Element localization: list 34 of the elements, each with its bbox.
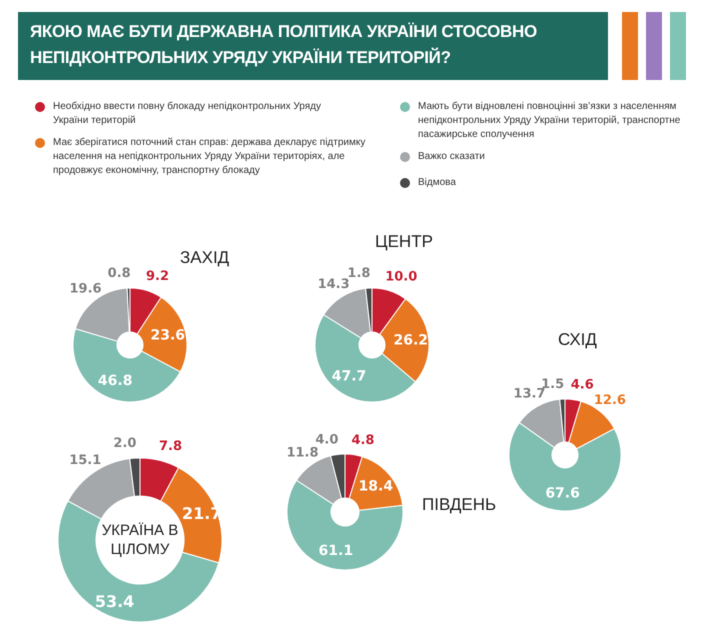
- data-label: 4.6: [570, 378, 594, 393]
- data-label: 4.8: [351, 432, 374, 448]
- data-label: 15.1: [69, 452, 102, 468]
- legend-label: Має зберігатися поточний стан справ: держава декларує підтримку населення на непідконтрольних Уряду України територіях, але продовжує економічну, транспортну блокаду: [52, 136, 366, 178]
- data-label: 1.8: [347, 266, 370, 282]
- text: ПІВДЕНЬ: [422, 495, 496, 515]
- data-label: 2.0: [113, 436, 136, 452]
- legend-label: Мають бути відновлені повноцінні зв’язки з населенням непідконтрольних Уряду України територій, транспортне пасажирське сполучення: [417, 100, 682, 142]
- data-label: 0.8: [108, 266, 131, 282]
- data-label: 11.8: [286, 446, 319, 461]
- legend-label: Відмова: [417, 176, 457, 190]
- data-label: 46.8: [98, 373, 132, 390]
- legend-label: Важко сказати: [417, 150, 486, 164]
- text: УКРАЇНА В ЦІЛОМУ: [100, 521, 180, 559]
- data-label: 4.0: [315, 432, 338, 448]
- data-label: 67.6: [545, 485, 580, 502]
- data-label: 7.8: [159, 438, 182, 454]
- data-label: 47.7: [332, 368, 366, 384]
- data-label: 23.6: [150, 327, 186, 344]
- data-label: 10.0: [385, 270, 418, 285]
- data-label: 12.6: [594, 393, 626, 408]
- data-label: 26.2: [393, 332, 428, 348]
- data-label: 13.7: [513, 386, 546, 402]
- chart-title: ЦЕНТР: [375, 232, 433, 252]
- text: ЯКОЮ МАЄ БУТИ ДЕРЖАВНА ПОЛІТИКА УКРАЇНИ СТОСОВНО НЕПІДКОНТРОЛЬНИХ УРЯДУ УКРАЇНИ ТЕРИТОРІЙ?: [18, 12, 608, 80]
- data-label: 14.3: [318, 277, 350, 292]
- data-label: 53.4: [94, 592, 134, 611]
- text: ЗАХІД: [180, 248, 230, 268]
- data-label: 18.4: [358, 478, 394, 494]
- data-label: 19.6: [69, 281, 102, 296]
- legend-label: Необхідно ввести повну блокаду непідконтрольних Уряду України територій: [52, 100, 322, 128]
- data-label: 61.1: [318, 542, 354, 559]
- data-label: 9.2: [146, 268, 170, 284]
- chart-title: СХІД: [558, 330, 597, 350]
